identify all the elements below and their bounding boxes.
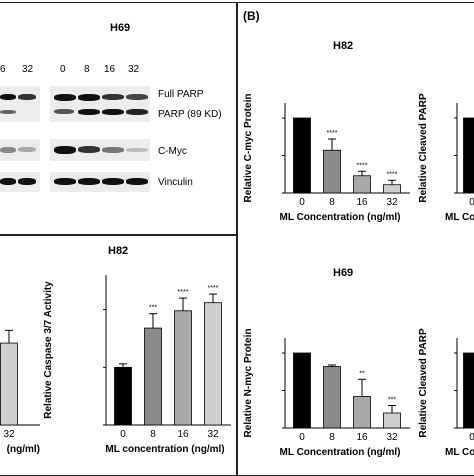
significance-label: **** bbox=[387, 171, 398, 178]
blot-band bbox=[18, 178, 36, 185]
blot-cmyc-left bbox=[0, 139, 40, 161]
blot-band bbox=[18, 94, 36, 100]
bar bbox=[175, 311, 192, 425]
x-tick-label: 32 bbox=[386, 432, 398, 443]
blot-band bbox=[54, 94, 76, 101]
blot-band bbox=[54, 146, 76, 154]
blot-band bbox=[0, 147, 16, 153]
x-tick-label: 16 bbox=[177, 429, 189, 440]
partial-left-chart: 32 (ng/ml) bbox=[0, 260, 40, 470]
blot-band bbox=[102, 109, 124, 115]
h69-nmyc-chart: 0 8 ** 16 *** 32 ML Concentration (ng/ml) Relat… bbox=[240, 282, 415, 468]
x-tick-label: 8 bbox=[329, 432, 335, 443]
bar bbox=[354, 397, 371, 429]
y-axis-label: Relative C-myc Protein bbox=[243, 94, 254, 203]
y-axis-label: Relative Caspase 3/7 Activity bbox=[43, 281, 54, 419]
lane-label: 8 bbox=[84, 64, 90, 75]
x-tick-label: 16 bbox=[356, 432, 368, 443]
x-tick-label: 0 bbox=[469, 197, 474, 208]
y-axis-label: Relative N-myc Protein bbox=[243, 329, 254, 438]
significance-label: ** bbox=[359, 370, 365, 377]
blot-band bbox=[78, 109, 100, 115]
blot-band bbox=[54, 109, 74, 114]
row-label-full-parp: Full PARP bbox=[158, 89, 203, 100]
significance-label: **** bbox=[178, 289, 189, 296]
bar bbox=[1, 343, 18, 425]
blot-band bbox=[126, 148, 148, 152]
lane-label: 0 bbox=[60, 64, 66, 75]
bar bbox=[145, 328, 162, 425]
x-tick-label: 0 bbox=[120, 429, 126, 440]
blot-band bbox=[0, 110, 16, 114]
h82-chart-title: H82 bbox=[333, 40, 353, 52]
bar bbox=[324, 150, 341, 193]
bar bbox=[464, 118, 474, 193]
panel-b-label: (B) bbox=[243, 9, 260, 23]
significance-label: **** bbox=[327, 130, 338, 137]
x-tick-label: 0 bbox=[299, 432, 305, 443]
x-tick-label: 0 bbox=[299, 197, 305, 208]
bar bbox=[294, 118, 311, 193]
blot-band bbox=[78, 94, 100, 101]
blot-band bbox=[0, 178, 16, 185]
bar bbox=[294, 353, 311, 428]
bar bbox=[205, 303, 222, 425]
blot-vinculin-right bbox=[50, 172, 150, 192]
bar bbox=[324, 367, 341, 429]
blot-band bbox=[126, 109, 148, 115]
x-axis-label: ML Co bbox=[445, 212, 474, 223]
x-tick-label: 32 bbox=[386, 197, 398, 208]
blot-parp-left bbox=[0, 86, 40, 122]
lane-label: 32 bbox=[128, 64, 139, 75]
significance-label: **** bbox=[208, 285, 219, 292]
caspase-section-title: H82 bbox=[108, 245, 128, 257]
significance-label: *** bbox=[388, 397, 396, 404]
row-label-vinculin: Vinculin bbox=[158, 177, 193, 188]
blot-band bbox=[102, 178, 124, 185]
x-axis-label: ML Concentration (ng/ml) bbox=[280, 447, 401, 458]
blot-band bbox=[78, 146, 100, 153]
x-axis-label: ML concentration (ng/ml) bbox=[105, 444, 224, 455]
y-axis-label: Relative Cleaved PARP bbox=[418, 93, 429, 203]
row-label-parp-89: PARP (89 KD) bbox=[158, 109, 222, 120]
blot-band bbox=[78, 178, 100, 185]
blot-band bbox=[54, 178, 76, 185]
bar bbox=[464, 353, 474, 428]
y-axis-label: Relative Cleaved PARP bbox=[418, 328, 429, 438]
x-axis-label: ML Concentration (ng/ml) bbox=[280, 212, 401, 223]
blot-band bbox=[18, 147, 36, 152]
blot-band bbox=[126, 94, 148, 100]
x-tick-label: 0 bbox=[469, 432, 474, 443]
bar bbox=[354, 176, 371, 193]
blot-title: H69 bbox=[110, 22, 130, 34]
blot-band bbox=[0, 94, 16, 100]
x-tick-label: 32 bbox=[207, 429, 219, 440]
bar bbox=[115, 367, 132, 425]
blot-band bbox=[102, 94, 124, 100]
row-label-cmyc: C-Myc bbox=[158, 146, 187, 157]
bar bbox=[384, 413, 401, 428]
x-tick-label: 8 bbox=[150, 429, 156, 440]
x-axis-label: ML Co bbox=[445, 447, 474, 458]
bar bbox=[384, 185, 401, 193]
h82-cmyc-chart: 0 **** 8 **** 16 **** 32 ML Concentration (ng/m… bbox=[240, 55, 415, 235]
blot-band bbox=[102, 147, 124, 153]
significance-label: **** bbox=[357, 162, 368, 169]
blot-band bbox=[126, 178, 148, 185]
x-tick-label: 32 bbox=[3, 429, 15, 440]
blot-vinculin-left bbox=[0, 172, 40, 192]
x-tick-label: 16 bbox=[356, 197, 368, 208]
h82-caspase-chart: 0 *** 8 **** 16 **** 32 ML concentration (ng/ml… bbox=[40, 260, 238, 470]
lane-label: 16 bbox=[104, 64, 115, 75]
blot-cmyc-right bbox=[50, 139, 150, 161]
x-tick-label: 8 bbox=[329, 197, 335, 208]
h69-cleaved-parp-chart: 0 ML Co Relative Cleaved PARP bbox=[415, 282, 474, 468]
h82-cleaved-parp-chart: 0 ML Co Relative Cleaved PARP bbox=[415, 55, 474, 235]
x-axis-label: (ng/ml) bbox=[7, 444, 40, 455]
h69-chart-title: H69 bbox=[333, 267, 353, 279]
lane-label: 32 bbox=[22, 64, 33, 75]
lane-label: 6 bbox=[0, 64, 6, 75]
significance-label: *** bbox=[149, 305, 157, 312]
blot-parp-right bbox=[50, 86, 150, 122]
